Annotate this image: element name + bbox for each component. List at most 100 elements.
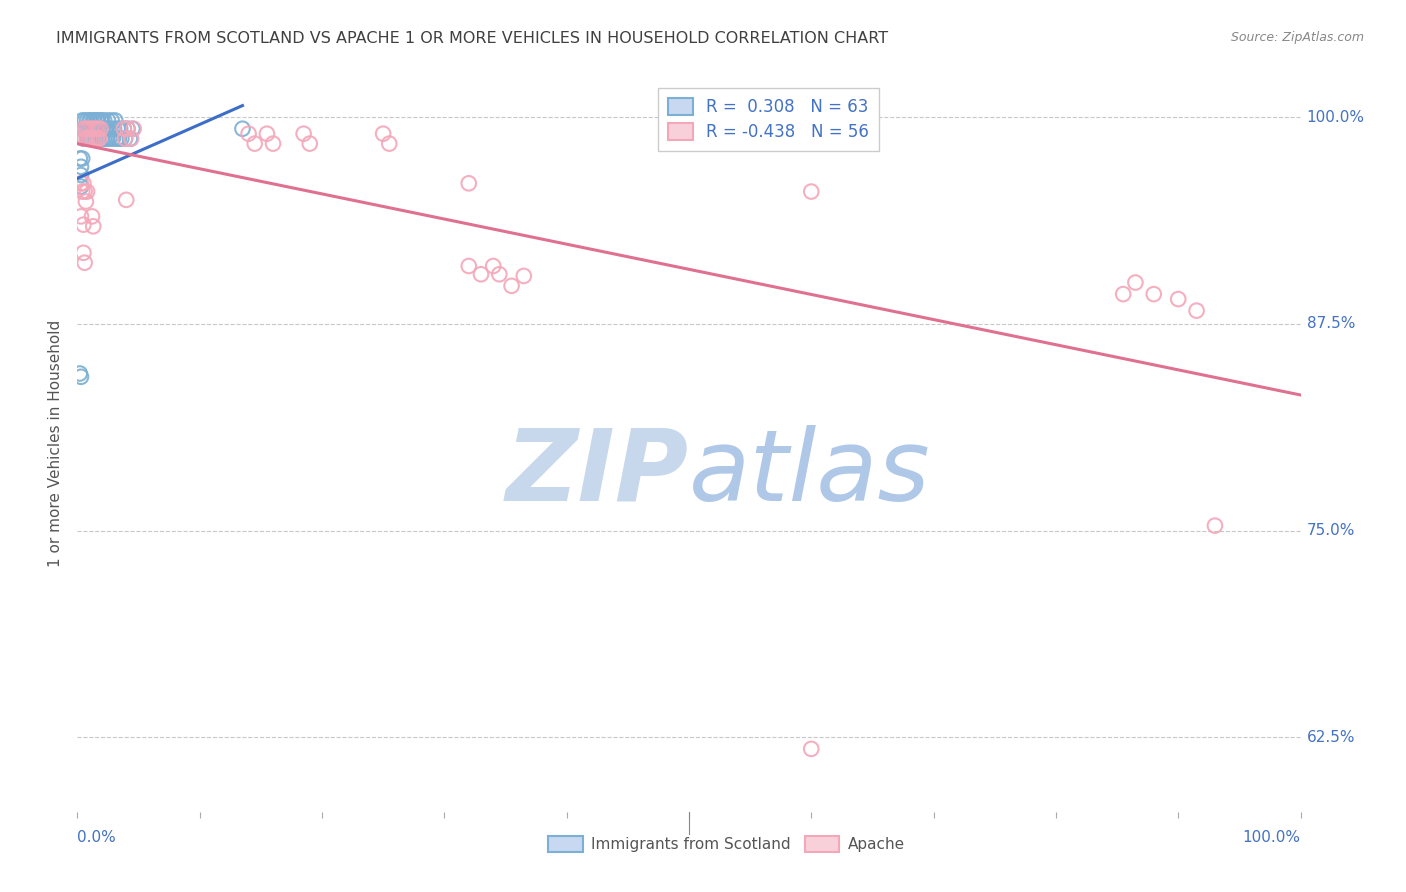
Point [73, 255, 96, 269]
Point [70, 185, 93, 199]
Point [79, 131, 101, 145]
Bar [548, 836, 582, 852]
Text: IMMIGRANTS FROM SCOTLAND VS APACHE 1 OR MORE VEHICLES IN HOUSEHOLD CORRELATION C: IMMIGRANTS FROM SCOTLAND VS APACHE 1 OR … [56, 31, 889, 46]
Text: 100.0%: 100.0% [1306, 110, 1365, 125]
Point [82, 113, 104, 128]
Point [101, 131, 124, 145]
Point [114, 131, 136, 145]
Point [122, 121, 145, 136]
Point [97, 113, 120, 128]
Text: 87.5%: 87.5% [1306, 317, 1355, 331]
Point [89, 131, 111, 145]
Point [91, 121, 114, 136]
Text: Source: ZipAtlas.com: Source: ZipAtlas.com [1230, 31, 1364, 45]
Point [103, 121, 125, 136]
Point [298, 136, 321, 151]
Point [69, 367, 91, 381]
Point [69, 152, 91, 166]
Point [70, 160, 93, 174]
Point [90, 121, 112, 136]
Point [457, 259, 479, 273]
Text: Apache: Apache [848, 837, 905, 852]
Point [107, 121, 129, 136]
Point [93, 113, 115, 128]
Point [94, 121, 117, 136]
Point [513, 268, 536, 283]
Point [80, 113, 103, 128]
Point [118, 131, 141, 145]
Point [1112, 287, 1135, 301]
Point [108, 121, 131, 136]
Text: atlas: atlas [689, 425, 931, 522]
Text: 62.5%: 62.5% [1306, 730, 1355, 745]
Point [457, 177, 479, 191]
Point [70, 210, 93, 224]
Point [75, 121, 97, 136]
Point [1185, 303, 1208, 318]
Point [114, 131, 136, 145]
Point [76, 113, 98, 128]
Legend: R =  0.308   N = 63, R = -0.438   N = 56: R = 0.308 N = 63, R = -0.438 N = 56 [658, 87, 879, 151]
Point [73, 131, 96, 145]
Point [378, 136, 401, 151]
Point [100, 113, 122, 128]
Point [292, 127, 315, 141]
Point [73, 185, 96, 199]
Point [90, 131, 112, 145]
Point [90, 121, 112, 136]
Point [84, 131, 107, 145]
Point [97, 121, 120, 136]
Point [72, 218, 94, 232]
Point [77, 131, 100, 145]
Point [83, 113, 105, 128]
Point [800, 185, 823, 199]
Point [86, 113, 108, 128]
Point [243, 136, 266, 151]
Point [75, 121, 97, 136]
Point [70, 152, 93, 166]
Point [79, 121, 101, 136]
Point [80, 121, 103, 136]
Bar [806, 836, 839, 852]
Point [105, 131, 128, 145]
Point [84, 121, 107, 136]
Point [70, 113, 93, 128]
Point [80, 131, 103, 145]
Point [104, 113, 127, 128]
Point [90, 113, 112, 128]
Point [238, 127, 260, 141]
Point [98, 121, 121, 136]
Point [488, 267, 510, 281]
Text: 0.0%: 0.0% [77, 830, 117, 845]
Point [1143, 287, 1166, 301]
Text: 75.0%: 75.0% [1306, 523, 1355, 538]
Point [800, 742, 823, 756]
Point [82, 121, 104, 136]
Point [77, 121, 100, 136]
Point [76, 185, 98, 199]
Point [87, 131, 110, 145]
Point [80, 210, 103, 224]
Point [256, 127, 278, 141]
Point [112, 121, 135, 136]
Point [70, 177, 93, 191]
Point [470, 267, 492, 281]
Point [371, 127, 394, 141]
Point [93, 131, 115, 145]
Point [80, 121, 103, 136]
Text: ZIP: ZIP [506, 425, 689, 522]
Point [87, 121, 110, 136]
Point [70, 179, 93, 194]
Point [117, 121, 139, 136]
Point [72, 121, 94, 136]
Text: Immigrants from Scotland: Immigrants from Scotland [591, 837, 790, 852]
Point [501, 278, 523, 293]
Point [231, 121, 253, 136]
Point [70, 369, 93, 384]
Point [72, 177, 94, 191]
Point [482, 259, 505, 273]
Point [72, 131, 94, 145]
Y-axis label: 1 or more Vehicles in Household: 1 or more Vehicles in Household [48, 320, 63, 567]
Point [82, 219, 104, 234]
Point [86, 121, 108, 136]
